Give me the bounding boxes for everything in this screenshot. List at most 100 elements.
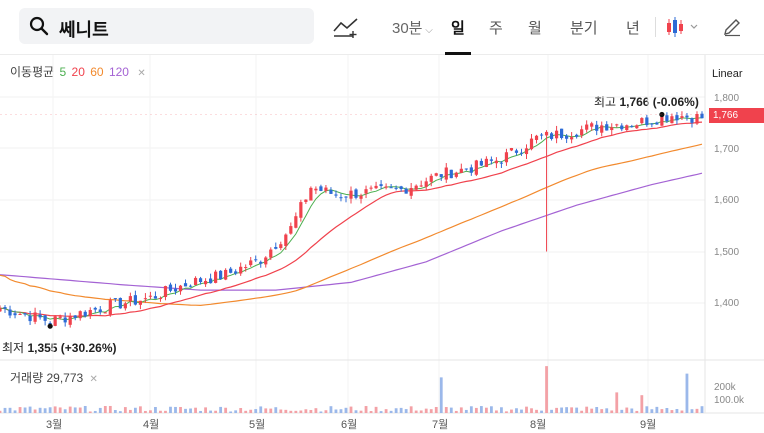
- volume-bar: [239, 408, 243, 413]
- volume-bar: [665, 407, 669, 413]
- candle-body: [509, 148, 514, 151]
- volume-tick-label: 200k: [714, 382, 736, 393]
- candle-body: [700, 113, 704, 119]
- volume-bar: [520, 409, 523, 413]
- volume-bar: [540, 410, 543, 413]
- candle-body: [329, 189, 333, 194]
- scale-type-label[interactable]: Linear: [712, 68, 743, 80]
- volume-bar: [349, 406, 353, 413]
- candle-body: [419, 185, 423, 187]
- volume-bar: [123, 407, 127, 413]
- volume-bar: [474, 407, 478, 413]
- volume-bar: [500, 407, 503, 413]
- volume-bar: [299, 410, 303, 413]
- candle-body: [0, 308, 2, 312]
- candle-body: [514, 150, 519, 153]
- candle-body: [83, 311, 87, 317]
- candle-body: [404, 188, 408, 194]
- trendline-add-icon[interactable]: [333, 16, 359, 38]
- candle-body: [539, 134, 544, 136]
- volume-bar: [620, 409, 624, 413]
- candle-body: [519, 152, 524, 154]
- candle-body: [319, 186, 323, 191]
- volume-bar: [354, 410, 358, 413]
- interval-dropdown[interactable]: 30분 ⌵: [392, 20, 433, 37]
- pen-icon[interactable]: [722, 17, 742, 37]
- volume-bar: [700, 406, 704, 413]
- volume-bar: [289, 410, 293, 413]
- high-annotation: 최고 1,766 (-0.06%): [594, 95, 699, 109]
- search-box[interactable]: 쎄니트: [19, 8, 314, 44]
- volume-bar: [18, 407, 22, 413]
- low-marker: [47, 323, 53, 329]
- tab-year[interactable]: 년: [626, 20, 640, 37]
- candle-body: [78, 311, 82, 319]
- candle-body: [133, 295, 137, 305]
- tab-week[interactable]: 주: [489, 20, 503, 37]
- candle-body: [459, 168, 463, 173]
- tab-quarter[interactable]: 분기: [570, 20, 598, 37]
- volume-bar: [269, 408, 273, 413]
- volume-bar: [454, 410, 458, 413]
- candle-body: [625, 125, 629, 131]
- candle-body: [284, 234, 288, 246]
- volume-bar: [495, 410, 498, 413]
- volume-bar: [93, 410, 97, 413]
- volume-bar: [334, 409, 338, 413]
- candle-body: [128, 296, 132, 302]
- tab-month[interactable]: 월: [528, 20, 542, 37]
- candle-body: [504, 152, 509, 163]
- candle-body: [244, 267, 248, 269]
- candle-body: [399, 186, 403, 190]
- volume-bar: [324, 410, 328, 413]
- volume-bar: [615, 392, 619, 413]
- volume-bar: [469, 406, 473, 413]
- volume-bar: [364, 406, 368, 413]
- volume-bar: [630, 408, 634, 413]
- candle-body: [620, 125, 624, 130]
- x-tick-label: 8월: [530, 419, 547, 431]
- tab-day[interactable]: 일: [451, 20, 465, 37]
- volume-bar: [374, 406, 378, 413]
- volume-bar: [264, 408, 268, 413]
- candle-body: [138, 300, 142, 305]
- close-icon[interactable]: ✕: [137, 68, 146, 79]
- candle-body: [685, 115, 689, 118]
- volume-bar: [234, 410, 238, 413]
- candle-body: [349, 190, 353, 199]
- candle-body: [68, 315, 72, 325]
- volume-bar: [344, 407, 348, 413]
- volume-bar: [670, 410, 674, 413]
- price-chart[interactable]: [0, 55, 764, 433]
- candle-body: [524, 148, 529, 155]
- candle-body: [484, 158, 488, 167]
- candle-chart-type-icon[interactable]: [665, 16, 701, 38]
- candle-body: [269, 249, 273, 258]
- candle-body: [344, 196, 348, 198]
- candle-body: [289, 226, 293, 234]
- candle-body: [449, 169, 453, 179]
- volume-bar: [409, 406, 413, 413]
- x-tick-label: 4월: [143, 419, 160, 431]
- volume-bar: [580, 410, 584, 413]
- volume-bar: [404, 409, 408, 413]
- volume-bar: [565, 407, 569, 413]
- x-tick-label: 6월: [341, 419, 358, 431]
- candle-body: [239, 266, 243, 274]
- volume-bar: [154, 407, 157, 413]
- volume-bar: [63, 409, 67, 413]
- candle-body: [229, 268, 233, 273]
- volume-bar: [319, 411, 323, 413]
- candle-body: [454, 172, 458, 177]
- candle-body: [670, 116, 674, 124]
- candle-body: [585, 124, 589, 130]
- candle-body: [98, 309, 102, 313]
- candle-body: [188, 285, 193, 287]
- volume-bar: [164, 410, 167, 413]
- candle-body: [494, 160, 499, 164]
- volume-bar: [555, 407, 558, 413]
- candle-body: [615, 124, 619, 126]
- close-icon[interactable]: ✕: [89, 374, 98, 385]
- volume-bar: [144, 410, 147, 413]
- volume-bar: [33, 409, 37, 413]
